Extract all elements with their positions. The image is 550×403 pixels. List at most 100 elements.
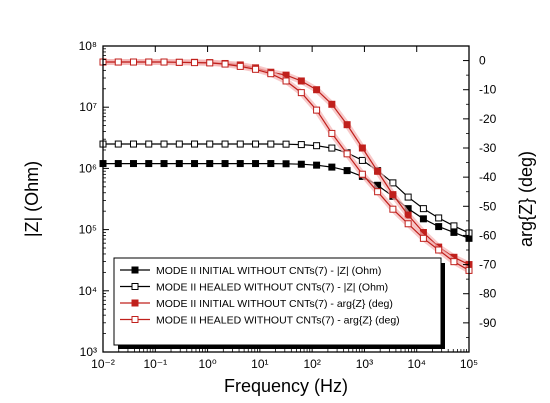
data-point <box>297 89 305 97</box>
data-point <box>358 170 366 178</box>
data-point <box>419 234 427 242</box>
y-left-tick-label: 10⁷ <box>79 100 97 114</box>
y-right-tick-label: -90 <box>479 316 497 330</box>
data-point <box>114 140 122 148</box>
data-point <box>221 160 229 168</box>
legend-marker <box>131 283 139 290</box>
data-point <box>328 144 336 152</box>
x-axis-title: Frequency (Hz) <box>224 376 348 396</box>
plot-frame <box>102 45 470 353</box>
legend-label: MODE II INITIAL WITHOUT CNTs(7) - |Z| (O… <box>156 265 381 277</box>
y-left-tick-label: 10⁴ <box>78 284 97 298</box>
data-point <box>236 62 244 70</box>
data-point <box>313 142 321 150</box>
x-tick-label: 10⁻² <box>91 357 115 371</box>
data-point <box>419 205 427 213</box>
data-point <box>297 77 305 85</box>
data-point <box>297 160 305 168</box>
data-point <box>297 141 305 149</box>
data-point <box>343 150 351 158</box>
data-point <box>358 156 366 164</box>
data-point <box>450 222 458 230</box>
y-right-axis-title: arg{Z} (deg) <box>516 151 536 247</box>
data-point <box>282 77 290 85</box>
y-right-tick-label: -80 <box>479 287 497 301</box>
y-left-tick-label: 10³ <box>80 345 97 359</box>
x-tick-label: 10² <box>303 357 320 371</box>
legend-marker <box>131 266 139 274</box>
data-point <box>206 59 214 67</box>
data-point <box>221 140 229 148</box>
data-point <box>252 140 260 148</box>
data-point <box>145 160 153 168</box>
data-point <box>358 144 366 152</box>
data-point <box>328 100 336 108</box>
data-point <box>389 191 397 199</box>
x-tick-label: 10⁻¹ <box>143 357 167 371</box>
x-tick-label: 10⁵ <box>460 357 478 371</box>
data-point <box>129 160 137 168</box>
y-right-tick-label: -50 <box>479 199 497 213</box>
y-right-axis-ticks: 0 -10 -20 -30 -40 -50 -60 -70 -80 -90 <box>463 54 497 338</box>
data-point <box>419 215 427 223</box>
data-point <box>267 70 275 78</box>
y-right-tick-label: -20 <box>479 112 497 126</box>
data-point <box>404 193 412 201</box>
data-point <box>175 140 183 148</box>
y-right-tick-label: -70 <box>479 258 497 272</box>
data-point <box>435 246 443 254</box>
data-point <box>129 58 137 66</box>
data-point <box>221 60 229 68</box>
legend-label: MODE II HEALED WITHOUT CNTs(7) - arg{Z} … <box>156 315 400 327</box>
y-left-axis-title: |Z| (Ohm) <box>22 161 42 237</box>
data-point <box>129 140 137 148</box>
data-point <box>145 58 153 66</box>
data-point <box>343 167 351 175</box>
data-point <box>328 129 336 137</box>
legend-box <box>113 257 442 346</box>
series-layer <box>99 58 473 274</box>
data-point <box>450 228 458 236</box>
x-tick-label: 10⁰ <box>198 357 216 371</box>
data-point <box>313 106 321 114</box>
data-point <box>313 86 321 94</box>
data-point <box>374 167 382 175</box>
data-point <box>267 140 275 148</box>
data-point <box>236 160 244 168</box>
y-left-tick-label: 10⁸ <box>79 39 97 53</box>
data-point <box>374 188 382 196</box>
legend-label: MODE II INITIAL WITHOUT CNTs(7) - arg{Z}… <box>156 298 393 310</box>
data-point <box>450 258 458 266</box>
legend-marker <box>131 299 139 307</box>
data-point <box>389 179 397 187</box>
legend: MODE II INITIAL WITHOUT CNTs(7) - |Z| (O… <box>113 257 445 349</box>
y-left-axis-ticks: 10³ 10⁴ 10⁵ 10⁶ 10⁷ 10⁸ <box>78 39 109 359</box>
x-tick-label: 10³ <box>356 357 373 371</box>
data-point <box>252 65 260 73</box>
data-point <box>206 140 214 148</box>
data-point <box>191 140 199 148</box>
data-point <box>145 140 153 148</box>
data-point <box>160 58 168 66</box>
data-point <box>328 163 336 171</box>
data-point <box>252 160 260 168</box>
data-point <box>282 140 290 148</box>
y-left-tick-label: 10⁵ <box>79 223 97 237</box>
data-point <box>114 58 122 66</box>
data-point <box>191 59 199 67</box>
data-point <box>282 160 290 168</box>
data-point <box>160 140 168 148</box>
data-point <box>160 160 168 168</box>
data-point <box>404 220 412 228</box>
data-point <box>435 214 443 222</box>
y-right-tick-label: 0 <box>479 54 486 68</box>
data-point <box>175 58 183 66</box>
data-point <box>389 205 397 213</box>
y-right-tick-label: -40 <box>479 170 497 184</box>
data-point <box>313 161 321 169</box>
data-point <box>404 211 412 219</box>
x-tick-label: 10⁴ <box>407 357 426 371</box>
legend-marker <box>131 316 139 323</box>
data-point <box>267 160 275 168</box>
